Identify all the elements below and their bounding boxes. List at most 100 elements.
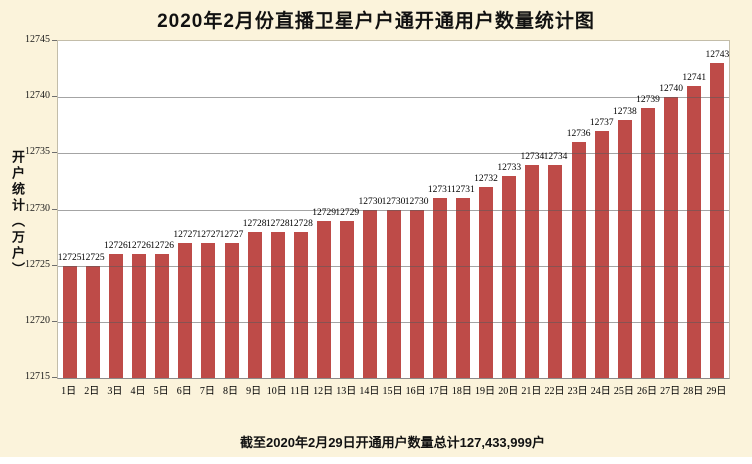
x-axis-tick-label: 20日 (498, 386, 519, 397)
bar-day-15 (386, 209, 401, 378)
x-axis-tick-label: 5日 (153, 386, 169, 397)
bar-day-14 (363, 209, 378, 378)
x-axis-tick-label: 4日 (130, 386, 146, 397)
bar-day-3 (108, 254, 123, 378)
bar-day-26 (641, 108, 656, 378)
bar-value-label: 12728 (265, 218, 290, 229)
x-axis-tick-label: 29日 (706, 386, 727, 397)
x-axis-tick-label: 25日 (613, 386, 634, 397)
y-axis-tick-mark (52, 320, 57, 322)
y-axis-tick-mark (52, 96, 57, 98)
chart-title: 2020年2月份直播卫星户户通开通用户数量统计图 (157, 11, 595, 32)
bar-value-label: 12725 (80, 252, 105, 263)
bar-day-8 (224, 243, 239, 378)
x-axis-tick-label: 19日 (475, 386, 496, 397)
y-axis-tick-mark (52, 40, 57, 41)
bar-value-label: 12728 (242, 218, 267, 229)
footer-note: 截至2020年2月29日开通用户数量总计127,433,999户 (240, 435, 545, 450)
bar-day-12 (317, 220, 332, 378)
bar-value-label: 12726 (103, 241, 128, 252)
bar-day-9 (247, 231, 262, 378)
y-axis-tick-label: 12735 (25, 146, 50, 158)
x-axis-tick-label: 7日 (199, 386, 215, 397)
bar-value-label: 12736 (566, 129, 591, 140)
bar-day-4 (131, 254, 146, 378)
bar-value-label: 12729 (335, 207, 360, 218)
plot-area: 12725 12725 12726 12726 12726 12727 12727 12727… (57, 40, 730, 379)
y-axis-tick-label: 12745 (25, 34, 50, 45)
bar-day-23 (571, 142, 586, 378)
gridline (58, 265, 729, 267)
x-axis-tick-label: 23日 (567, 386, 588, 397)
bar-day-20 (502, 175, 517, 378)
y-axis-tick-label: 12725 (25, 258, 50, 270)
x-axis-tick-label: 12日 (313, 386, 334, 397)
bar-value-label: 12730 (381, 196, 406, 207)
bar-day-16 (409, 209, 424, 378)
x-axis-tick-label: 16日 (405, 386, 426, 397)
bar-day-19 (479, 187, 494, 378)
y-axis-tick-label: 12715 (25, 371, 50, 382)
bar-day-18 (455, 198, 470, 378)
bar-value-label: 12731 (451, 185, 475, 196)
x-axis-tick-label: 3日 (107, 386, 123, 397)
bar-day-28 (687, 85, 702, 378)
bar-value-label: 12727 (196, 230, 221, 241)
bar-value-label: 12727 (173, 230, 198, 241)
bar-day-13 (340, 220, 355, 378)
bar-value-label: 12725 (57, 252, 82, 263)
gridline (58, 97, 729, 99)
x-axis-tick-label: 27日 (660, 386, 681, 397)
bar-value-label: 12734 (520, 151, 545, 162)
x-axis-tick-label: 26日 (637, 386, 658, 397)
bar-value-label: 12726 (150, 241, 174, 252)
x-axis-tick-label: 6日 (176, 386, 192, 397)
x-axis-tick-label: 15日 (382, 386, 403, 397)
bar-value-label: 12728 (289, 218, 313, 229)
x-axis-tick-label: 14日 (359, 386, 380, 397)
x-axis-tick-label: 8日 (223, 386, 239, 397)
bar-value-label: 12734 (543, 151, 568, 162)
x-axis-tick-label: 22日 (544, 386, 565, 397)
bar-value-label: 12733 (497, 162, 522, 173)
bar-day-29 (710, 63, 725, 378)
y-axis-tick-label: 12730 (25, 202, 50, 214)
x-axis-tick-label: 28日 (683, 386, 704, 397)
x-axis-tick-label: 13日 (336, 386, 357, 397)
y-axis-title: 开户统计（万户） (10, 150, 25, 278)
bar-value-label: 12729 (312, 207, 336, 218)
bar-day-17 (432, 198, 447, 378)
bar-day-24 (594, 130, 609, 378)
x-axis-tick-label: 11日 (290, 386, 310, 397)
bar-value-label: 12730 (358, 196, 383, 207)
bar-value-label: 12731 (427, 185, 452, 196)
bar-value-label: 12739 (636, 95, 660, 106)
y-axis-tick-mark (52, 264, 57, 266)
bar-value-label: 12738 (613, 106, 637, 117)
bar-day-7 (201, 243, 216, 378)
bar-value-label: 12737 (589, 117, 614, 128)
bar-day-10 (270, 231, 285, 378)
bar-day-11 (293, 231, 308, 378)
bar-value-label: 12727 (219, 230, 244, 241)
y-axis-tick-mark (52, 377, 57, 378)
bar-value-label: 12730 (404, 196, 429, 207)
bar-value-label: 12726 (127, 241, 151, 252)
x-axis-tick-label: 2日 (84, 386, 100, 397)
bar-day-27 (664, 97, 679, 378)
x-axis-tick-label: 21日 (521, 386, 542, 397)
bar-value-label: 12740 (659, 84, 684, 95)
y-axis-tick-label: 12720 (25, 314, 50, 326)
bar-value-label: 12732 (474, 174, 498, 185)
bar-day-25 (617, 119, 632, 378)
x-axis-tick-label: 9日 (246, 386, 262, 397)
bar-day-21 (525, 164, 540, 378)
bar-day-22 (548, 164, 563, 378)
x-axis-tick-label: 1日 (61, 386, 77, 397)
x-axis-tick-label: 17日 (428, 386, 449, 397)
gridline (58, 321, 729, 323)
x-axis-tick-label: 10日 (266, 386, 287, 397)
y-axis-tick-mark (52, 152, 57, 154)
y-axis-tick-label: 12740 (25, 90, 50, 102)
